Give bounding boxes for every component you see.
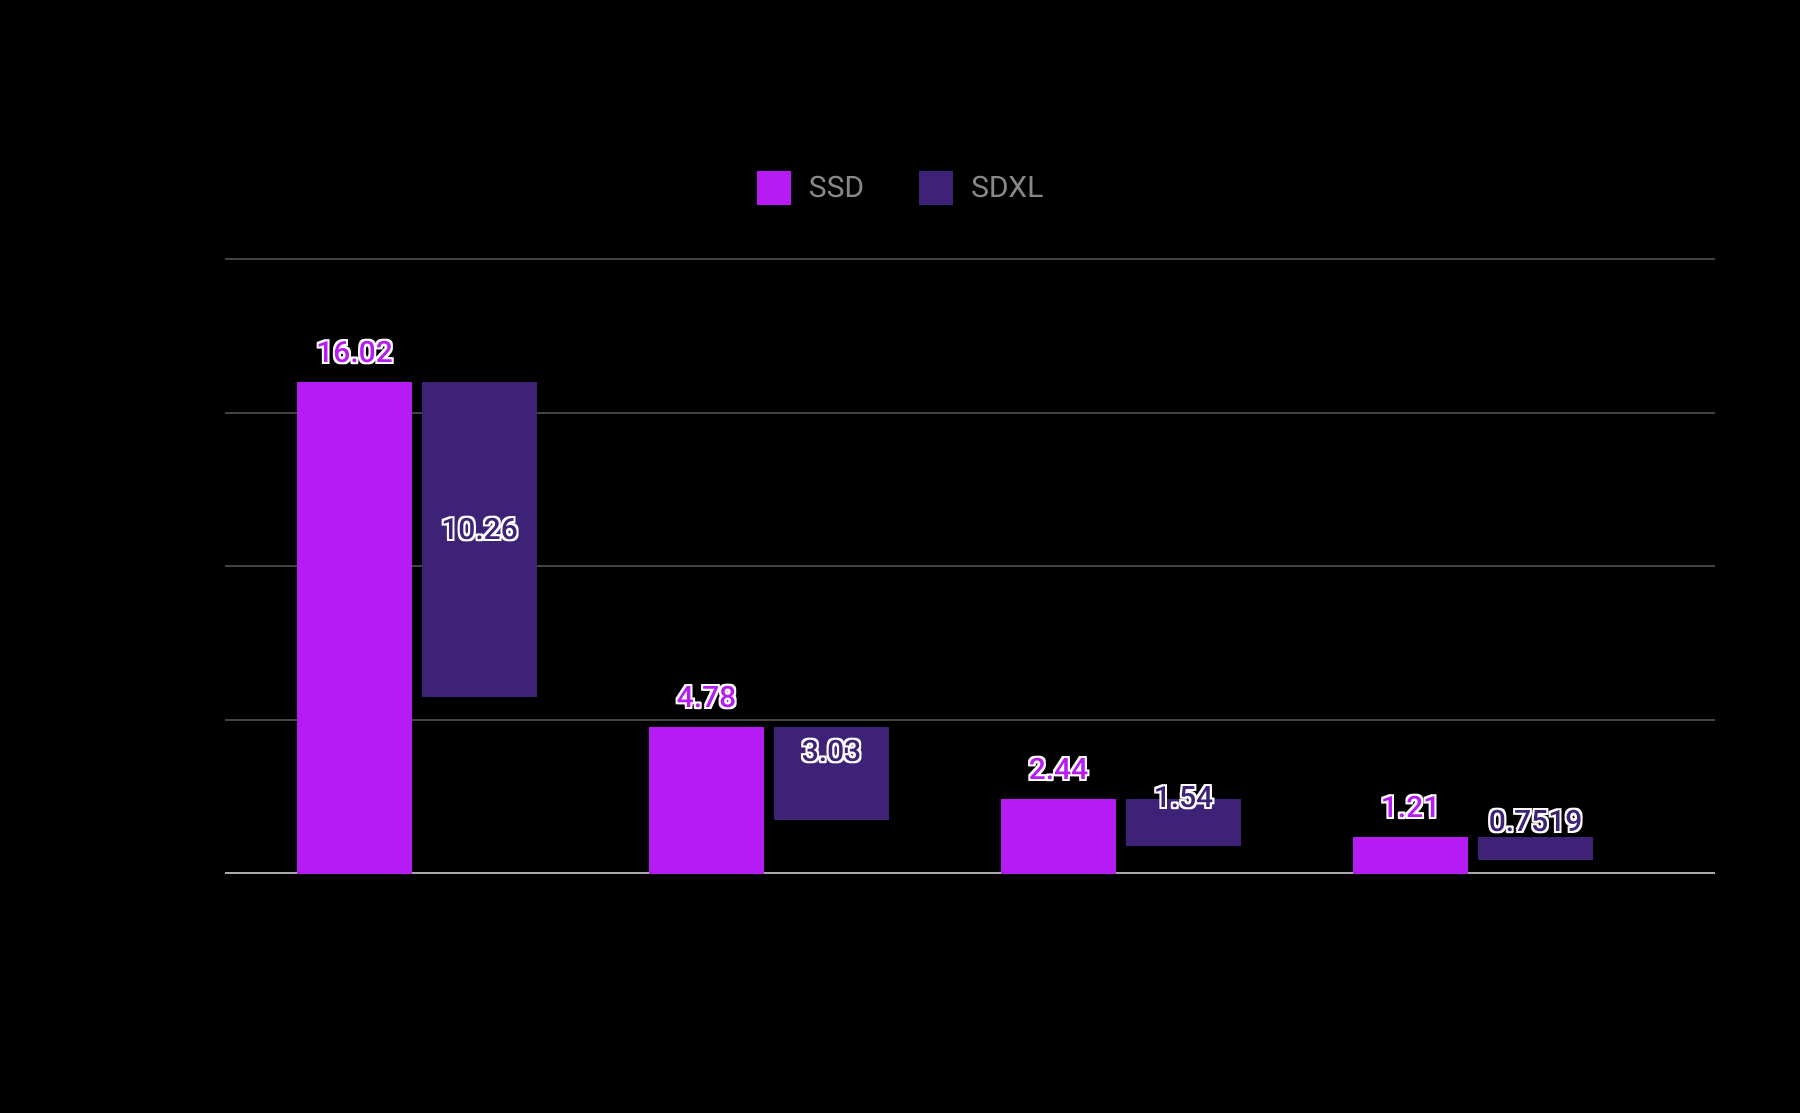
value-label: 4.78	[677, 680, 737, 715]
value-label: 16.02	[316, 335, 393, 370]
chart-legend: SSD SDXL	[0, 170, 1800, 205]
gridline	[225, 258, 1715, 260]
chart-container: 16.02 10.26 4.78 3.03 2.44 1.54 1.21 0.7…	[225, 260, 1715, 874]
value-label: 3.03	[802, 734, 862, 769]
bar-ssd	[297, 382, 412, 874]
bar-group	[297, 382, 537, 874]
legend-label-sdxl: SDXL	[971, 170, 1043, 205]
bar-ssd	[1001, 799, 1116, 874]
plot-area: 16.02 10.26 4.78 3.03 2.44 1.54 1.21 0.7…	[225, 260, 1715, 874]
legend-swatch-ssd	[757, 171, 791, 205]
value-label: 1.21	[1381, 790, 1441, 825]
bar-group	[1353, 837, 1593, 874]
legend-item-sdxl: SDXL	[919, 170, 1043, 205]
bar-sdxl	[1478, 837, 1593, 860]
bar-ssd	[1353, 837, 1468, 874]
legend-swatch-sdxl	[919, 171, 953, 205]
legend-label-ssd: SSD	[809, 170, 864, 205]
value-label: 0.7519	[1489, 804, 1583, 839]
value-label: 10.26	[441, 512, 518, 547]
value-label: 2.44	[1029, 752, 1089, 787]
legend-item-ssd: SSD	[757, 170, 864, 205]
value-label: 1.54	[1154, 780, 1214, 815]
bar-ssd	[649, 727, 764, 874]
